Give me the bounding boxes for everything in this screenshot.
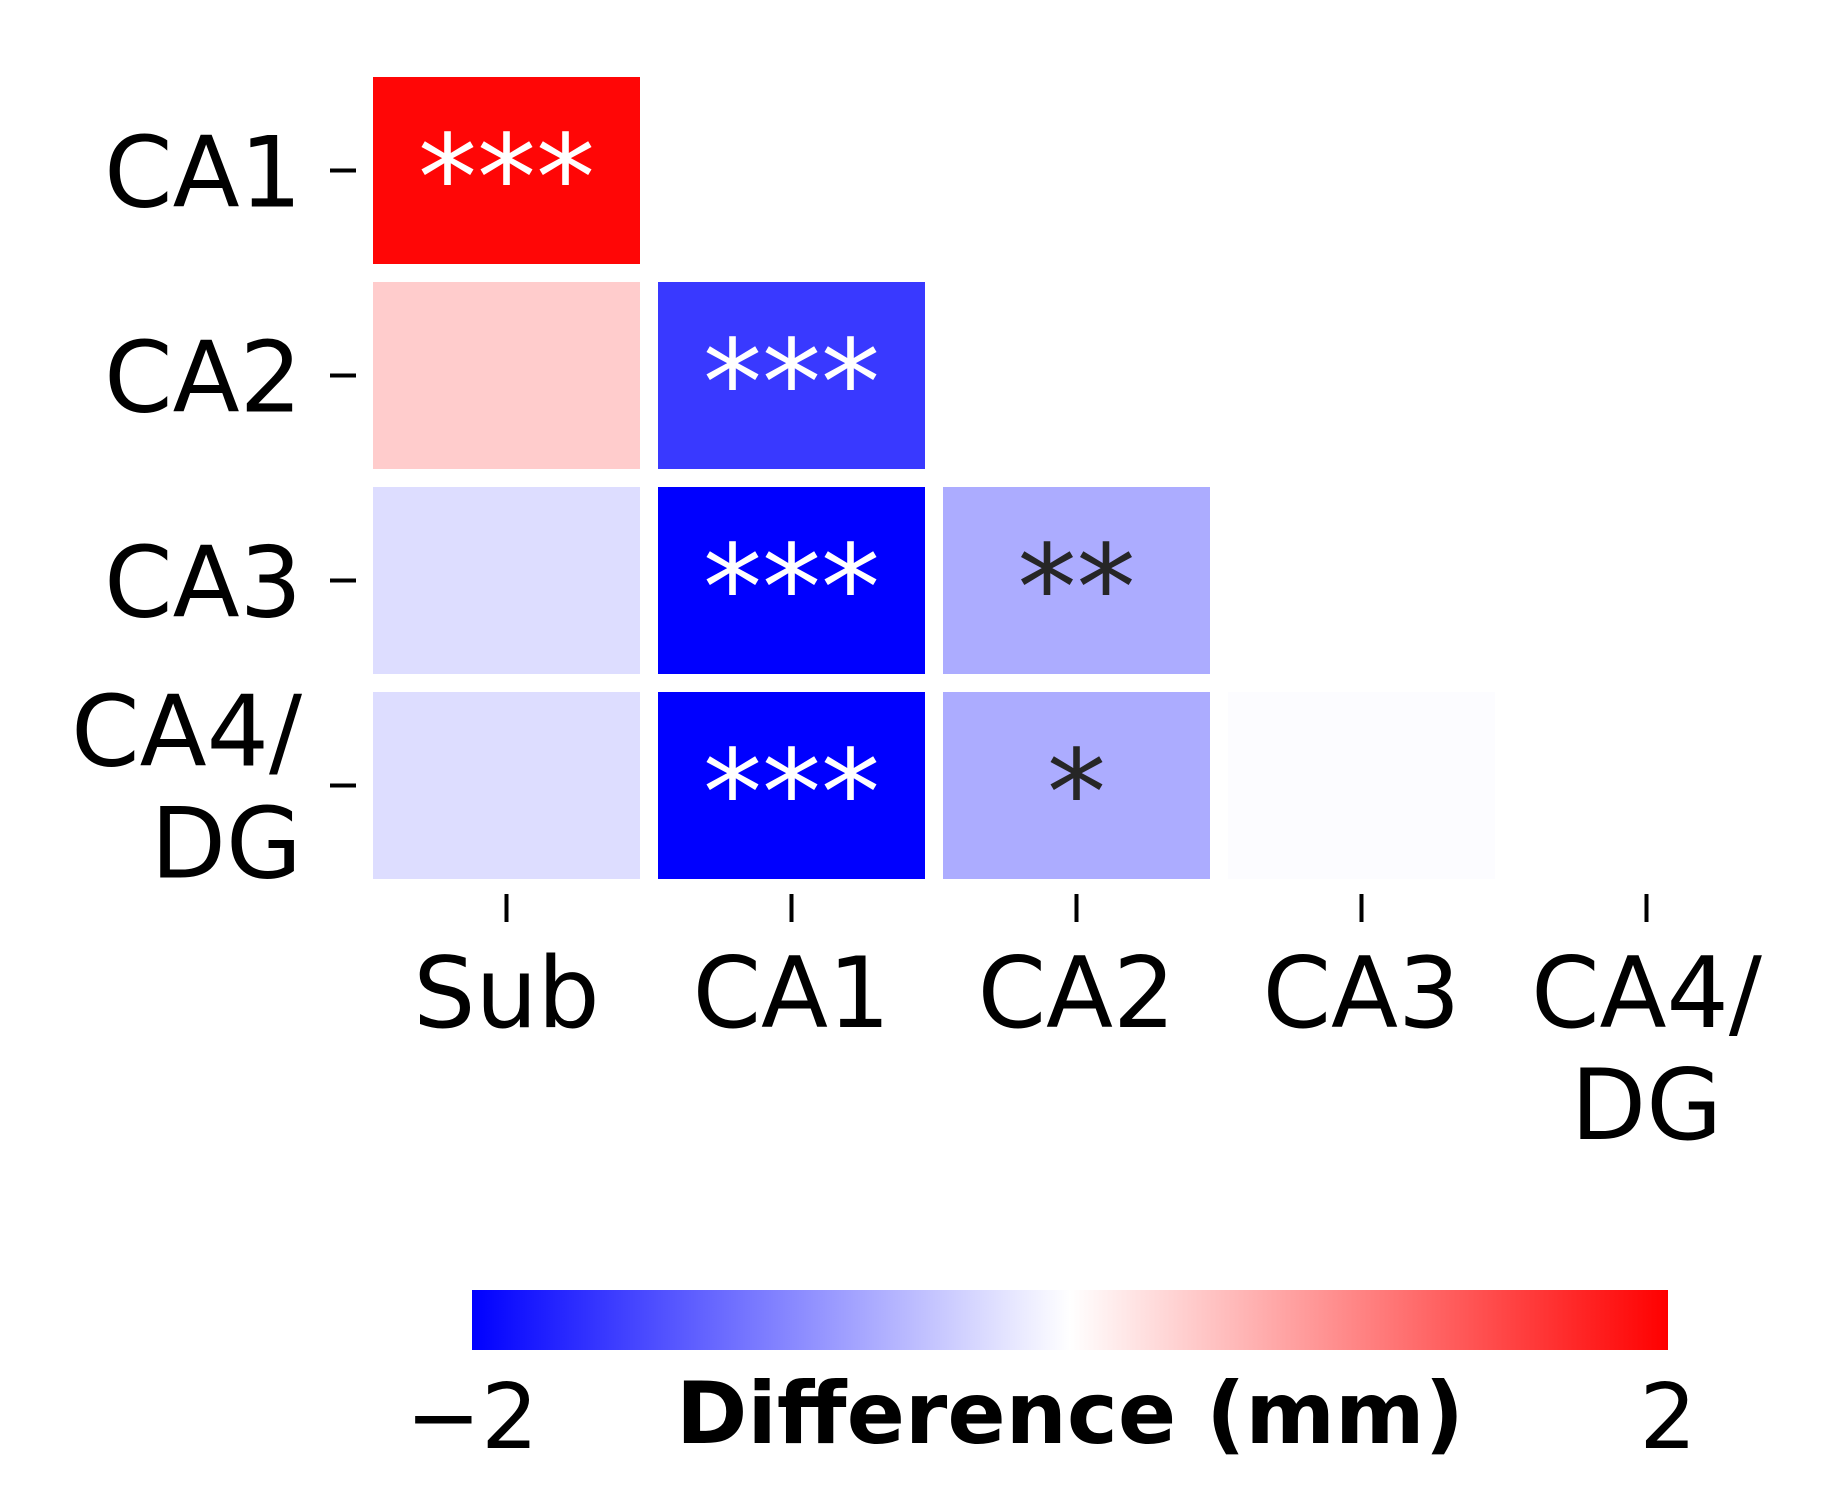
heatmap-cell	[658, 487, 925, 674]
y-tick-label: CA2	[104, 322, 302, 436]
cell-annotation: ***	[703, 314, 880, 452]
y-axis: CA1 CA2 CA3 CA4/DG	[71, 117, 356, 902]
colorbar-gradient	[472, 1290, 1668, 1350]
x-tick-label: CA2	[978, 937, 1176, 1051]
cell-annotation: ***	[703, 724, 880, 862]
heatmap-cell	[658, 692, 925, 879]
heatmap-cell	[373, 692, 640, 879]
x-tick-label: CA3	[1263, 937, 1461, 1051]
heatmap-cells	[373, 77, 1495, 879]
colorbar-title: Difference (mm)	[676, 1364, 1464, 1464]
cell-annotation: **	[1018, 519, 1136, 657]
heatmap-cell	[373, 282, 640, 469]
heatmap-cell	[943, 487, 1210, 674]
colorbar-min-label: −2	[406, 1365, 539, 1470]
colorbar-max-label: 2	[1639, 1365, 1696, 1470]
heatmap-cell	[373, 77, 640, 264]
x-tick-label: CA4/DG	[1531, 937, 1763, 1163]
x-tick-label: Sub	[413, 937, 600, 1051]
y-tick-label: CA1	[104, 117, 302, 231]
x-tick-label: CA1	[693, 937, 891, 1051]
heatmap-cell	[373, 487, 640, 674]
cell-annotation: ***	[418, 109, 595, 247]
cell-annotations: ********* ***** *	[418, 109, 1136, 862]
colorbar: −2 Difference (mm) 2	[406, 1290, 1697, 1470]
heatmap-cell	[943, 692, 1210, 879]
x-axis: Sub CA1 CA2 CA3 CA4/DG	[413, 894, 1763, 1163]
y-tick-label: CA4/DG	[71, 676, 303, 902]
heatmap-cell	[1228, 692, 1495, 879]
cell-annotation: *	[1047, 724, 1106, 862]
heatmap-cell	[658, 282, 925, 469]
cell-annotation: ***	[703, 519, 880, 657]
y-tick-label: CA3	[104, 527, 302, 641]
